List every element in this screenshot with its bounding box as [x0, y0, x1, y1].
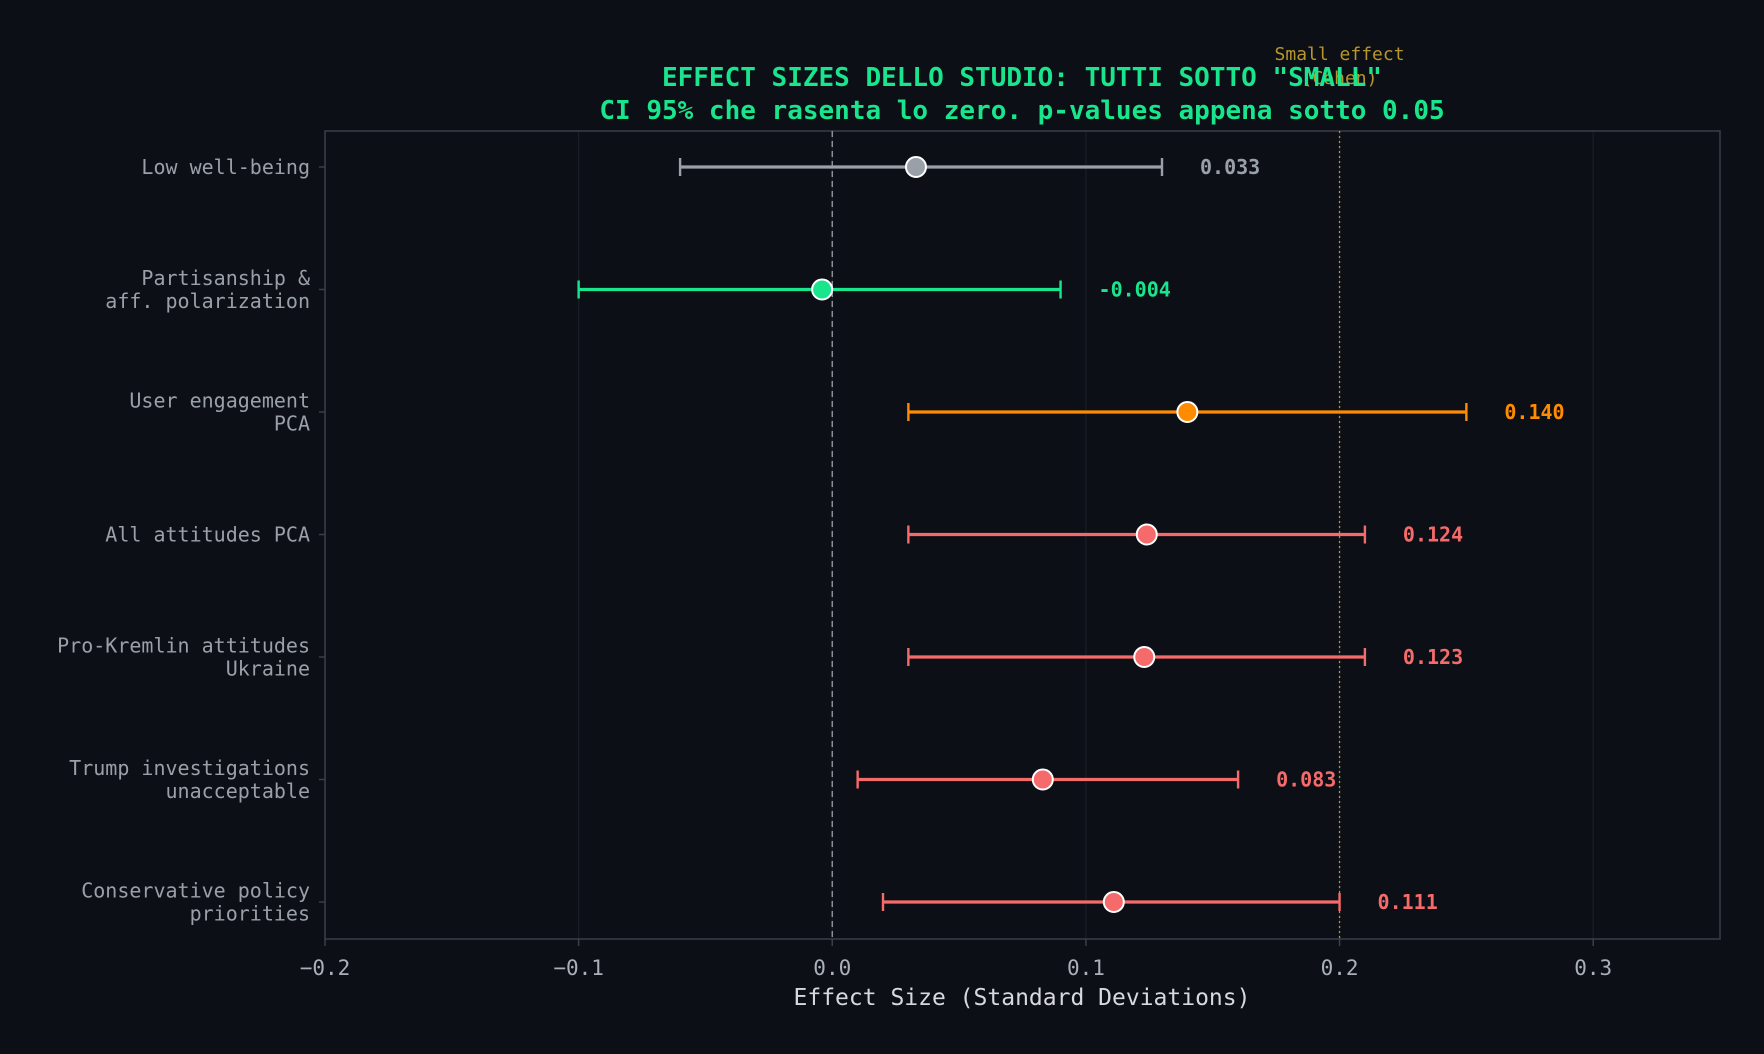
x-tick-label: 0.3	[1574, 956, 1612, 980]
effect-row: 0.140	[907, 400, 1565, 424]
effect-row: -0.004	[577, 278, 1171, 302]
x-tick-label: −0.2	[300, 956, 351, 980]
y-tick-label: priorities	[190, 902, 310, 926]
y-tick-label: Ukraine	[226, 657, 310, 681]
y-tick-label: Low well-being	[141, 155, 310, 179]
x-tick-label: 0.0	[813, 956, 851, 980]
x-tick-label: 0.2	[1321, 956, 1359, 980]
point-estimate	[1102, 891, 1125, 913]
x-axis-ticks: −0.2 −0.1 0.0 0.1 0.2 0.3	[300, 939, 1612, 980]
y-tick-label: All attitudes PCA	[105, 523, 310, 547]
y-tick-label: Conservative policy	[81, 879, 310, 903]
effect-row: 0.124	[907, 523, 1463, 547]
point-estimate	[1031, 768, 1054, 791]
chart-subtitle: CI 95% che rasenta lo zero. p-values app…	[599, 96, 1444, 126]
y-axis-ticks: Low well-being Partisanship &aff. polariz…	[57, 155, 325, 926]
chart-title: EFFECT SIZES DELLO STUDIO: TUTTI SOTTO "…	[662, 63, 1382, 93]
value-label: -0.004	[1099, 278, 1171, 302]
value-label: 0.111	[1378, 890, 1438, 914]
value-label: 0.123	[1403, 645, 1463, 669]
y-tick-label: Pro-Kremlin attitudes	[57, 634, 310, 658]
effect-row: 0.083	[856, 768, 1336, 792]
value-label: 0.083	[1276, 768, 1336, 792]
y-tick-label: unacceptable	[166, 779, 311, 803]
x-axis-label: Effect Size (Standard Deviations)	[794, 985, 1251, 1011]
value-label: 0.124	[1403, 523, 1463, 547]
point-estimate	[1176, 401, 1199, 423]
point-estimate	[904, 156, 927, 178]
x-tick-label: −0.1	[553, 956, 604, 980]
x-tick-label: 0.1	[1067, 956, 1105, 980]
small-effect-sublabel: (Cohen)	[1302, 68, 1378, 89]
y-tick-label: PCA	[274, 412, 310, 436]
point-estimate	[1135, 523, 1158, 546]
effect-row: 0.123	[907, 645, 1463, 669]
y-tick-label: Trump investigations	[69, 756, 310, 780]
value-label: 0.140	[1504, 400, 1564, 424]
y-tick-label: User engagement	[129, 389, 310, 413]
data-marks: 0.033 -0.004 0.140 0.124 0.123 0.083 0.111	[577, 155, 1565, 914]
small-effect-label: Small effect	[1275, 44, 1405, 65]
effect-row: 0.111	[881, 890, 1438, 914]
point-estimate	[1133, 646, 1156, 668]
point-estimate	[811, 278, 834, 301]
value-label: 0.033	[1200, 155, 1260, 179]
effect-row: 0.033	[678, 155, 1260, 179]
reference-lines: Small effect (Cohen)	[831, 44, 1405, 939]
y-tick-label: aff. polarization	[105, 289, 310, 313]
y-tick-label: Partisanship &	[141, 266, 310, 290]
